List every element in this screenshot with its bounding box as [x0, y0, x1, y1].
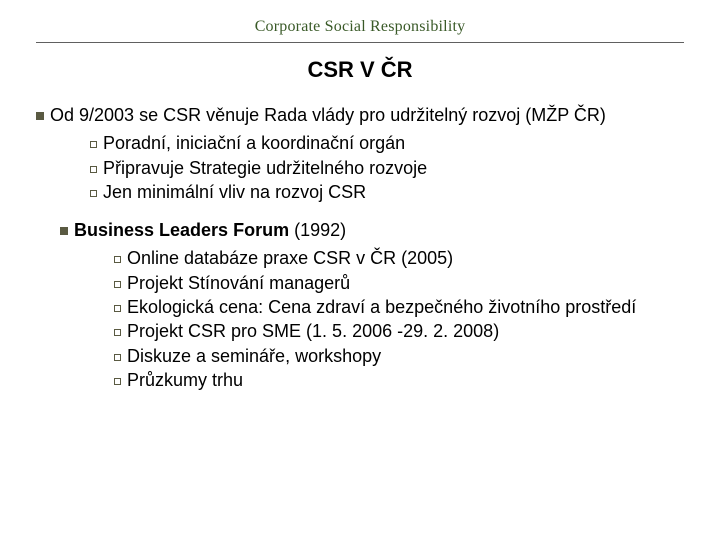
list-item: Průzkumy trhu — [114, 368, 684, 392]
square-outline-bullet-icon — [90, 141, 97, 148]
list-item: Projekt CSR pro SME (1. 5. 2006 -29. 2. … — [114, 319, 684, 343]
list-item-text: Projekt CSR pro SME (1. 5. 2006 -29. 2. … — [127, 321, 499, 341]
list-item-text: Jen minimální vliv na rozvoj CSR — [103, 182, 366, 202]
square-outline-bullet-icon — [90, 166, 97, 173]
content: Od 9/2003 se CSR věnuje Rada vlády pro u… — [36, 103, 684, 392]
section-1: Od 9/2003 se CSR věnuje Rada vlády pro u… — [36, 103, 684, 204]
list-item: Jen minimální vliv na rozvoj CSR — [90, 180, 684, 204]
list-item: Připravuje Strategie udržitelného rozvoj… — [90, 156, 684, 180]
square-outline-bullet-icon — [114, 329, 121, 336]
section-2: Business Leaders Forum (1992) Online dat… — [60, 218, 684, 392]
list-item: Projekt Stínování managerů — [114, 271, 684, 295]
list-item-text: Online databáze praxe CSR v ČR (2005) — [127, 248, 453, 268]
square-bullet-icon — [36, 112, 44, 120]
list-item-text: Projekt Stínování managerů — [127, 273, 350, 293]
list-item-text: Připravuje Strategie udržitelného rozvoj… — [103, 158, 427, 178]
section-2-lead: Business Leaders Forum (1992) — [60, 218, 684, 242]
slide-title: CSR V ČR — [36, 57, 684, 83]
square-outline-bullet-icon — [114, 256, 121, 263]
square-outline-bullet-icon — [114, 354, 121, 361]
slide: Corporate Social Responsibility CSR V ČR… — [0, 0, 720, 540]
list-item: Poradní, iniciační a koordinační orgán — [90, 131, 684, 155]
list-item: Online databáze praxe CSR v ČR (2005) — [114, 246, 684, 270]
list-item: Ekologická cena: Cena zdraví a bezpečnéh… — [114, 295, 684, 319]
square-outline-bullet-icon — [114, 305, 121, 312]
list-item-text: Diskuze a semináře, workshopy — [127, 346, 381, 366]
square-outline-bullet-icon — [90, 190, 97, 197]
header-rule — [36, 42, 684, 43]
section-2-lead-bold: Business Leaders Forum — [74, 220, 289, 240]
square-outline-bullet-icon — [114, 281, 121, 288]
square-bullet-icon — [60, 227, 68, 235]
list-item-text: Ekologická cena: Cena zdraví a bezpečnéh… — [127, 297, 636, 317]
list-item-text: Průzkumy trhu — [127, 370, 243, 390]
section-1-lead-text: Od 9/2003 se CSR věnuje Rada vlády pro u… — [50, 105, 606, 125]
page-header: Corporate Social Responsibility — [36, 18, 684, 42]
section-2-lead-rest: (1992) — [289, 220, 346, 240]
section-1-lead: Od 9/2003 se CSR věnuje Rada vlády pro u… — [36, 103, 684, 127]
square-outline-bullet-icon — [114, 378, 121, 385]
list-item: Diskuze a semináře, workshopy — [114, 344, 684, 368]
list-item-text: Poradní, iniciační a koordinační orgán — [103, 133, 405, 153]
